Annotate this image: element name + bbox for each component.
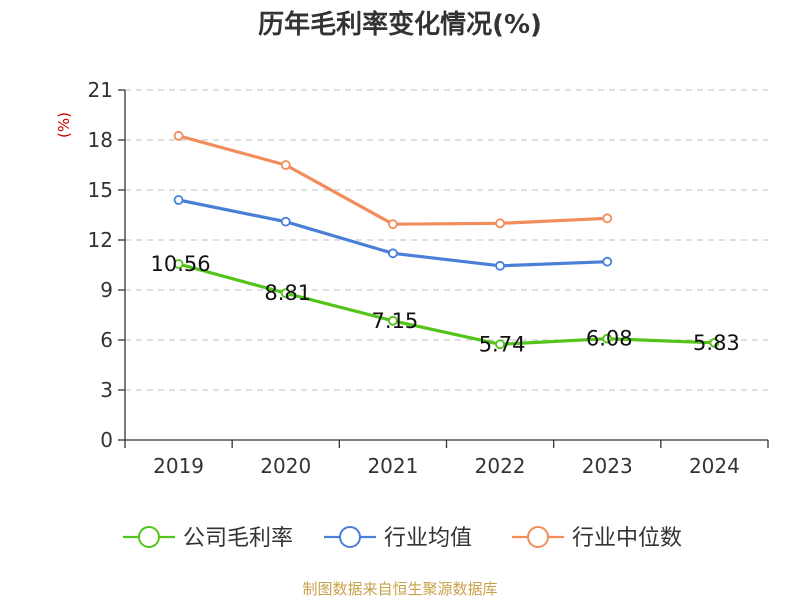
y-tick-label: 3 xyxy=(100,378,113,402)
data-label: 7.15 xyxy=(372,309,419,333)
data-point xyxy=(709,337,720,348)
y-tick-label: 18 xyxy=(88,128,113,152)
data-point xyxy=(280,216,291,227)
data-point xyxy=(602,333,613,344)
data-point xyxy=(388,315,398,326)
y-axis-unit: (%) xyxy=(55,112,73,138)
legend-label: 行业均值 xyxy=(384,526,472,551)
data-point xyxy=(280,288,291,299)
legend-label: 公司毛利率 xyxy=(183,526,293,551)
legend-marker xyxy=(339,526,361,548)
series-line-1 xyxy=(178,262,715,346)
data-point xyxy=(173,195,184,205)
data-point xyxy=(173,130,184,141)
y-tick-label: 9 xyxy=(100,278,113,302)
y-tick-label: 12 xyxy=(88,228,113,252)
chart-title: 历年毛利率变化情况(%) xyxy=(258,10,542,40)
data-label: 8.81 xyxy=(264,281,311,305)
data-point xyxy=(388,219,398,230)
legend-marker xyxy=(527,526,549,548)
data-point xyxy=(602,256,613,267)
data-point xyxy=(495,260,505,271)
data-label: 5.83 xyxy=(693,331,740,355)
legend-marker xyxy=(138,526,160,548)
data-label: 10.56 xyxy=(151,252,211,276)
legend-label: 行业中位数 xyxy=(572,526,682,551)
data-label: 6.08 xyxy=(586,327,633,351)
data-point xyxy=(173,259,184,269)
x-tick-label: 2023 xyxy=(582,454,633,478)
data-point xyxy=(495,218,505,229)
x-tick-label: 2024 xyxy=(689,454,740,478)
y-tick-label: 21 xyxy=(88,78,113,102)
y-tick-label: 15 xyxy=(88,178,113,202)
series-line-3 xyxy=(178,134,608,226)
data-point xyxy=(602,213,613,224)
x-tick-label: 2019 xyxy=(153,454,204,478)
x-tick-label: 2022 xyxy=(475,454,526,478)
data-label: 5.74 xyxy=(479,332,526,356)
data-point xyxy=(495,339,505,350)
y-tick-label: 6 xyxy=(100,328,113,352)
x-tick-label: 2021 xyxy=(367,454,418,478)
y-tick-label: 0 xyxy=(100,428,113,452)
source-note: 制图数据来自恒生聚源数据库 xyxy=(302,580,498,598)
data-point xyxy=(388,248,398,259)
x-tick-label: 2020 xyxy=(260,454,311,478)
data-point xyxy=(280,160,291,170)
